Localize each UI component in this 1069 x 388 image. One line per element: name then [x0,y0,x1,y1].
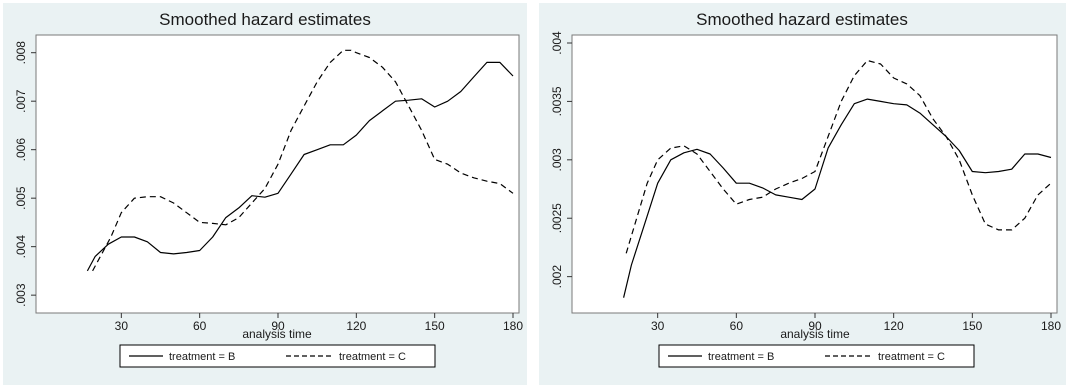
x-tick-label: 90 [808,319,822,333]
legend-box [119,344,436,368]
legend-label-b: treatment = B [708,351,774,363]
x-tick-label: 120 [884,319,904,333]
legend-label-b: treatment = B [169,351,235,363]
x-tick-label: 30 [651,319,665,333]
chart-panel-left: Smoothed hazard estimates 30 60 90 120 150 18… [3,3,527,385]
x-tick-label: 180 [503,319,523,333]
axes-group: 30 60 90 120 150 180 .003 .004 .005 .006 .007 .008 [14,41,523,333]
series-line-treatment-b [86,61,514,272]
x-tick-label: 180 [1041,319,1061,333]
x-tick-label: 150 [962,319,982,333]
y-tick-label: .002 [550,265,564,289]
legend-label-c: treatment = C [878,351,945,363]
y-tick-label: .003 [550,148,564,172]
axes-group: 30 60 90 120 150 180 .002 .0025 .003 .0035 .004 [550,31,1061,333]
x-axis-label: analysis time [780,327,850,341]
series-line-treatment-c [625,59,1052,254]
y-tick-label: .006 [14,138,28,162]
chart-panel-right: Smoothed hazard estimates 30 60 90 120 150 18… [539,3,1066,385]
legend: treatment = B treatment = C [119,344,436,368]
series-line-treatment-c [92,49,514,272]
y-tick-label: .004 [550,31,564,55]
chart-title: Smoothed hazard estimates [696,10,908,29]
y-tick-label: .003 [14,283,28,307]
plot-area [571,34,1058,314]
y-tick-label: .0035 [550,86,564,116]
series-lines [86,49,514,272]
legend-label-c: treatment = C [339,351,406,363]
x-tick-label: 120 [346,319,366,333]
legend-box [658,344,975,368]
y-tick-label: .008 [14,41,28,65]
y-tick-label: .004 [14,235,28,259]
x-tick-label: 30 [115,319,129,333]
plot-area [35,34,520,314]
x-tick-label: 150 [425,319,445,333]
y-tick-label: .005 [14,186,28,210]
y-tick-label: .0025 [550,203,564,233]
series-lines [623,59,1052,298]
hazard-chart-right: Smoothed hazard estimates 30 60 90 120 150 18… [550,10,1061,368]
x-tick-label: 90 [271,319,285,333]
hazard-chart-left: Smoothed hazard estimates 30 60 90 120 150 18… [14,10,523,368]
y-tick-label: .007 [14,89,28,113]
legend: treatment = B treatment = C [658,344,975,368]
x-axis-label: analysis time [242,327,312,341]
x-tick-label: 60 [193,319,207,333]
chart-title: Smoothed hazard estimates [159,10,371,29]
series-line-treatment-b [623,98,1052,298]
x-tick-label: 60 [730,319,744,333]
